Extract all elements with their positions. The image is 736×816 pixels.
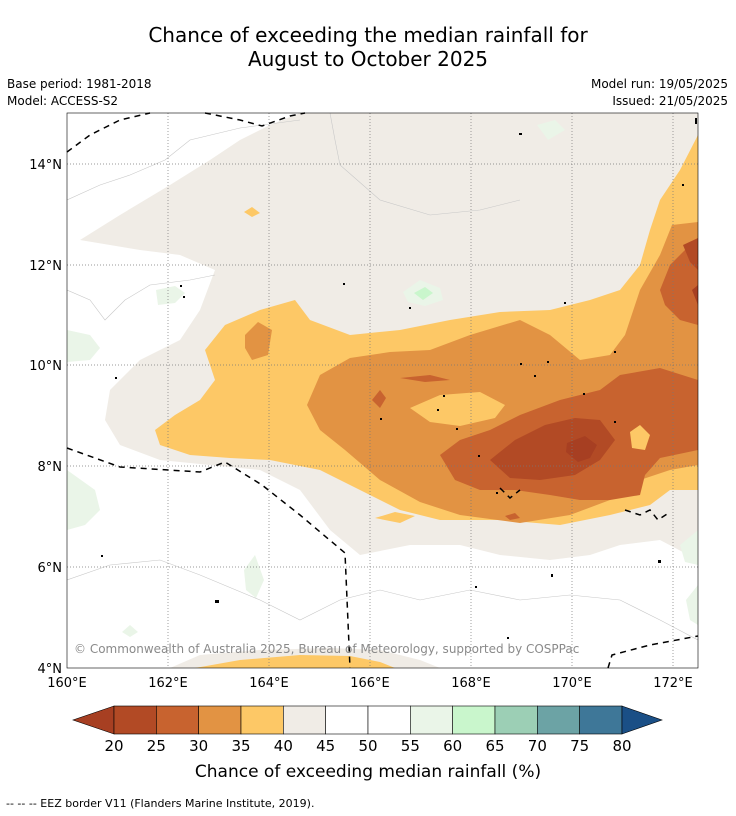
lat-label: 8°N: [38, 460, 63, 475]
contour-40-45-patch2: [244, 207, 260, 217]
contour-25-30-ne: [683, 238, 698, 270]
contour-55-60-sw: [67, 470, 100, 530]
lon-label: 160°E: [47, 676, 87, 691]
colorbar-swatch: [367, 705, 411, 735]
contour-55-60-e: [680, 530, 698, 565]
lat-label: 14°N: [29, 158, 62, 173]
islands: [101, 118, 697, 639]
lat-label: 6°N: [38, 561, 63, 576]
contour-55-60-w: [67, 330, 100, 362]
latitude-labels: 14°N 12°N 10°N 8°N 6°N 4°N: [29, 158, 62, 677]
colorbar-tick-label: 25: [146, 737, 166, 755]
contour-line-3: [67, 274, 216, 321]
contour-30-35-patch3: [505, 513, 520, 520]
model-name: Model: ACCESS-S2: [7, 94, 119, 108]
contour-40-45-south: [195, 655, 395, 668]
colorbar-swatch: [325, 705, 369, 735]
base-period: Base period: 1981-2018: [7, 77, 152, 91]
colorbar-swatch: [537, 705, 580, 735]
colorbar-swatch: [579, 705, 623, 735]
map-plot-area: [67, 113, 698, 668]
colorbar-swatch: [240, 705, 284, 735]
lon-label: 170°E: [552, 676, 592, 691]
colorbar-tick-label: 30: [189, 737, 209, 755]
lon-label: 168°E: [451, 676, 491, 691]
colorbar-swatch: [156, 705, 199, 735]
eez-legend: -- -- -- EEZ border V11 (Flanders Marine…: [6, 797, 315, 810]
colorbar-tick-label: 70: [527, 737, 547, 755]
lat-label: 12°N: [29, 259, 62, 274]
lon-label: 162°E: [148, 676, 188, 691]
colorbar-swatch: [494, 705, 538, 735]
contour-20-25: [566, 436, 597, 462]
contour-line-2: [67, 559, 698, 641]
longitude-labels: 160°E 162°E 164°E 166°E 168°E 170°E 172°…: [47, 676, 693, 691]
eez-borders: [66, 112, 699, 669]
colorbar-tick-label: 65: [485, 737, 505, 755]
contour-30-35-patch: [400, 375, 450, 382]
contour-60-65-b: [414, 287, 433, 300]
contour-55-60-c: [537, 120, 565, 140]
map-frame: [66, 112, 699, 669]
contour-40-45-inner: [410, 392, 505, 426]
contour-55-60-f: [686, 585, 698, 625]
map-title-line2: August to October 2025: [247, 47, 489, 71]
issued-date: Issued: 21/05/2025: [612, 94, 728, 108]
lat-label: 10°N: [29, 359, 62, 374]
colorbar-tick-label: 75: [570, 737, 590, 755]
colorbar-swatch: [452, 705, 496, 735]
contour-45-50-b: [440, 113, 698, 200]
colorbar-swatch: [283, 705, 326, 735]
colorbar-swatch: [410, 705, 453, 735]
colorbar-swatch: [198, 705, 242, 735]
contour-35-40-patch: [245, 322, 272, 360]
colorbar-tick-label: 35: [231, 737, 251, 755]
contour-55-60-g: [122, 625, 138, 637]
lon-label: 166°E: [350, 676, 390, 691]
contour-40-45-patch: [375, 512, 415, 523]
colorbar-tick-label: 50: [358, 737, 378, 755]
colorbar-tick-label: 40: [273, 737, 293, 755]
model-run: Model run: 19/05/2025: [590, 77, 728, 91]
colorbar-tick-label: 45: [316, 737, 336, 755]
colorbar-tick-label: 60: [443, 737, 463, 755]
lat-label: 4°N: [38, 662, 63, 677]
gridlines: [67, 113, 698, 668]
map-title-line1: Chance of exceeding the median rainfall …: [148, 23, 588, 47]
colorbar-label: Chance of exceeding median rainfall (%): [194, 762, 542, 782]
colorbar-tick-label: 55: [400, 737, 420, 755]
colorbar-tick-label: 20: [104, 737, 124, 755]
contour-55-60-d: [244, 555, 264, 598]
lon-label: 164°E: [249, 676, 289, 691]
lon-label: 172°E: [653, 676, 693, 691]
contour-30-35-patch2: [372, 390, 386, 408]
contour-20-25-ne: [692, 285, 698, 305]
colorbar-tick-label: 80: [612, 737, 632, 755]
colorbar: [72, 705, 663, 735]
contour-25-30: [490, 418, 615, 480]
colorbar-extend-high: [621, 705, 663, 735]
copyright-notice: © Commonwealth of Australia 2025, Bureau…: [74, 642, 579, 656]
colorbar-extend-low: [72, 705, 115, 735]
contour-40-45-inner2: [630, 425, 650, 450]
contour-55-60-a: [156, 286, 185, 305]
colorbar-swatch: [113, 705, 157, 735]
contour-line-1: [67, 113, 521, 216]
